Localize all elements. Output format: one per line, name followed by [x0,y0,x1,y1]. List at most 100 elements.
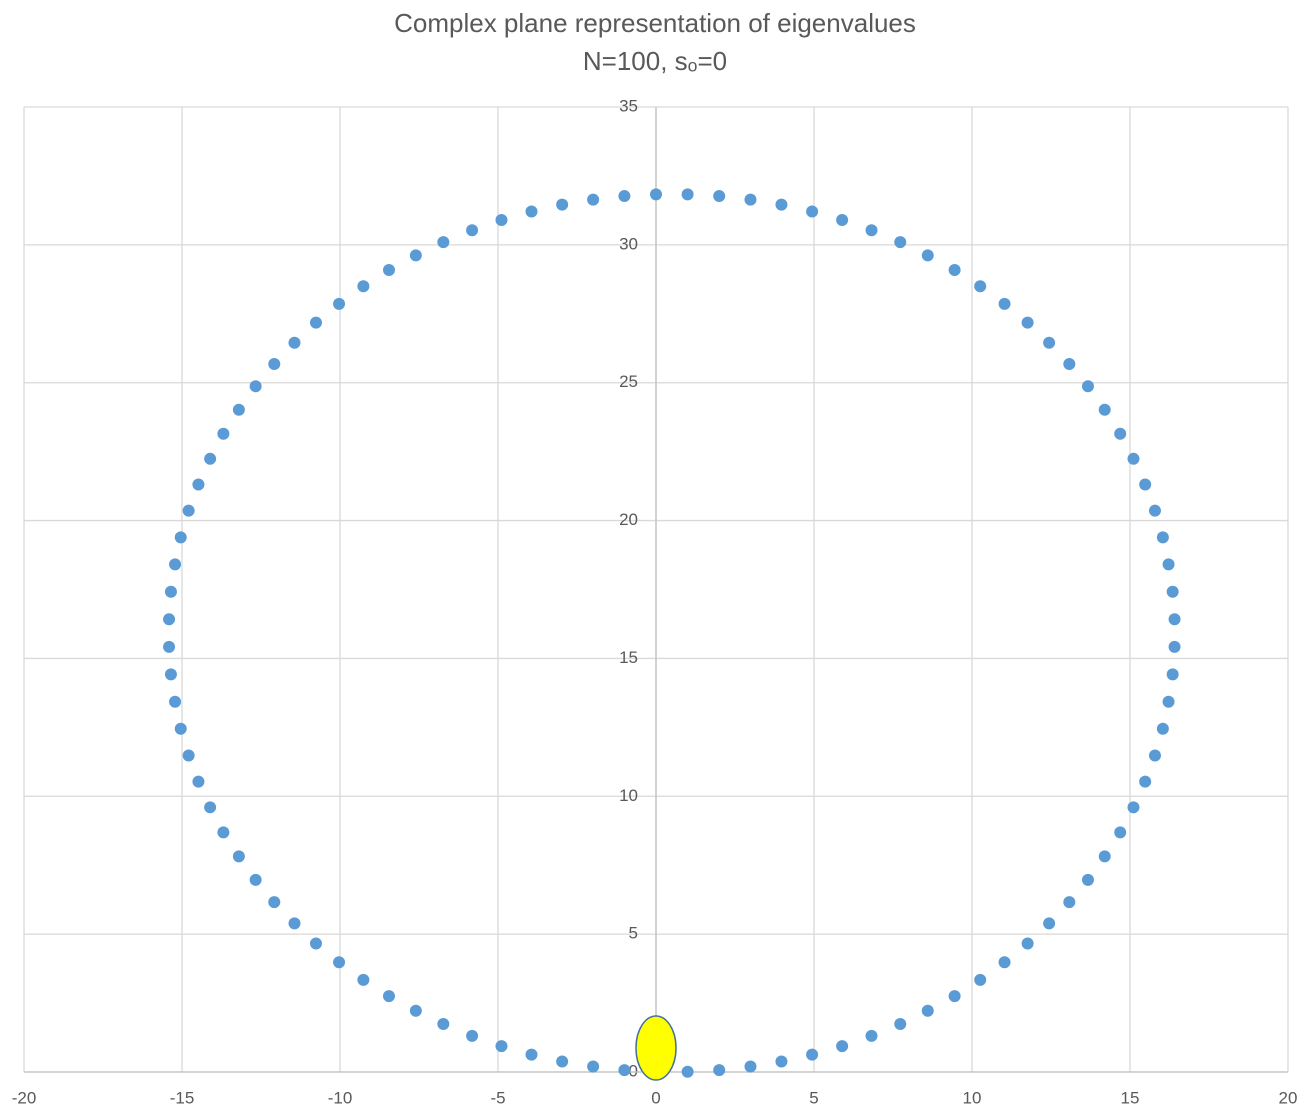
point [948,263,961,276]
point [775,198,788,211]
y-tick-label: 0 [629,1061,638,1080]
point [998,297,1011,310]
point [232,850,245,863]
axes: -20 -15 -10 -5 0 5 10 15 20 0 5 10 15 20 25 30 35 [12,96,1298,1107]
y-tick-label: 30 [619,234,638,253]
y-tick-label: 10 [619,786,638,805]
point [192,775,205,788]
point [466,224,479,237]
x-tick-label: 20 [1279,1088,1298,1107]
point [1063,896,1076,909]
point [174,531,187,544]
point [618,1064,631,1077]
point [681,188,694,201]
point [1114,427,1127,440]
point [217,427,230,440]
point [1043,917,1056,930]
x-tick-label: -10 [328,1088,353,1107]
point [169,558,182,571]
point [1166,668,1179,681]
point [169,695,182,708]
point [775,1055,788,1068]
point [806,205,819,218]
point [1114,826,1127,839]
x-tick-label: -15 [170,1088,195,1107]
chart-title: Complex plane representation of eigenval… [394,8,916,38]
point [681,1065,694,1078]
point [806,1048,819,1061]
point [163,613,176,626]
point [1148,504,1161,517]
point [948,990,961,1003]
point [164,668,177,681]
x-tick-label: 15 [1121,1088,1140,1107]
point [1156,722,1169,735]
point [1139,775,1152,788]
point [437,1018,450,1031]
point [998,956,1011,969]
point [921,1004,934,1017]
point [309,316,322,329]
point [1081,380,1094,393]
x-tick-label: -20 [12,1088,37,1107]
point [713,1064,726,1077]
point [1098,850,1111,863]
point [1043,336,1056,349]
point [288,336,301,349]
point [268,357,281,370]
point [713,190,726,203]
point [650,188,662,201]
point [836,214,849,227]
point [1021,316,1034,329]
point [382,990,395,1003]
point [333,297,346,310]
y-tick-label: 35 [619,96,638,115]
point [357,973,370,986]
point [437,236,450,249]
point [894,236,907,249]
point [556,198,569,211]
point [309,937,322,950]
point [1148,749,1161,762]
point [409,1004,422,1017]
point [1021,937,1034,950]
point [174,722,187,735]
point [836,1040,849,1053]
point [1127,801,1140,814]
y-tick-label: 25 [619,372,638,391]
x-tick-label: 0 [651,1088,660,1107]
x-tick-label: 10 [963,1088,982,1107]
points [163,188,1181,1078]
point [333,956,346,969]
point [1098,403,1111,416]
point [1081,873,1094,886]
point [495,1040,508,1053]
point [1139,478,1152,491]
point [921,249,934,262]
point [894,1018,907,1031]
point [268,896,281,909]
point [525,1048,538,1061]
y-tick-label: 15 [619,648,638,667]
point [556,1055,569,1068]
point [192,478,205,491]
point [288,917,301,930]
point [1127,452,1140,465]
point [466,1029,479,1042]
point [495,214,508,227]
x-tick-label: 5 [809,1088,818,1107]
point [182,749,195,762]
point [1162,558,1175,571]
point [1063,357,1076,370]
point [382,263,395,276]
point [587,1060,600,1073]
chart-subtitle: N=100, sₒ=0 [583,46,727,76]
point [974,973,987,986]
point [1166,585,1179,598]
point [865,1029,878,1042]
point [232,403,245,416]
point [164,585,177,598]
highlight-ellipse [635,1015,677,1081]
